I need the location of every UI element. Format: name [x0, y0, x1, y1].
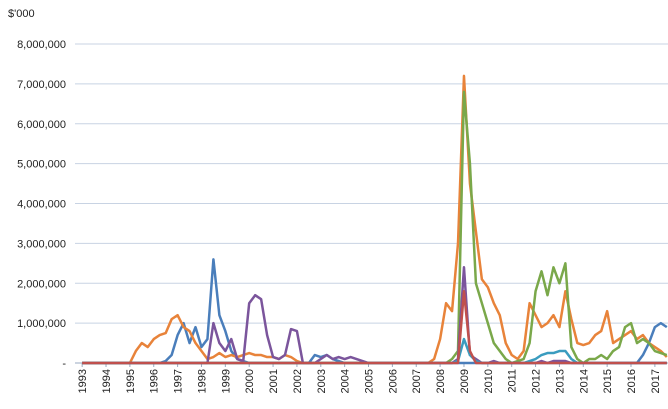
x-tick-label: 2015 — [602, 369, 614, 393]
y-tick-label: 1,000,000 — [17, 318, 66, 330]
x-tick-label: 1994 — [101, 369, 113, 393]
x-tick-label: 1993 — [77, 369, 89, 393]
x-tick-label: 2012 — [531, 369, 543, 393]
x-tick-label: 1999 — [220, 369, 232, 393]
x-tick-label: 2013 — [554, 369, 566, 393]
y-tick-label: 2,000,000 — [17, 278, 66, 290]
y-tick-label: 4,000,000 — [17, 199, 66, 211]
x-tick-label: 1998 — [196, 369, 208, 393]
y-tick-label: 6,000,000 — [17, 119, 66, 131]
x-tick-label: 1996 — [149, 369, 161, 393]
y-tick-label: 5,000,000 — [17, 159, 66, 171]
x-tick-label: 2008 — [435, 369, 447, 393]
y-tick-label: 7,000,000 — [17, 79, 66, 91]
x-tick-label: 2007 — [411, 369, 423, 393]
x-tick-label: 2000 — [244, 369, 256, 393]
x-tick-label: 2002 — [292, 369, 304, 393]
x-tick-label: 2009 — [459, 369, 471, 393]
series-line — [82, 289, 667, 365]
x-tick-label: 2005 — [364, 369, 376, 393]
x-tick-label: 2011 — [507, 369, 519, 393]
x-tick-label: 2016 — [626, 369, 638, 393]
x-tick-label: 2010 — [483, 369, 495, 393]
y-tick-label: 8,000,000 — [17, 39, 66, 51]
x-tick-label: 2001 — [268, 369, 280, 393]
y-unit: $'000 — [8, 8, 35, 20]
x-tick-label: 2006 — [387, 369, 399, 393]
x-tick-label: 2017 — [650, 369, 662, 393]
x-tick-label: 2004 — [340, 369, 352, 393]
y-tick-label: - — [62, 358, 66, 370]
x-tick-label: 1995 — [125, 369, 137, 393]
x-tick-label: 2014 — [578, 369, 590, 393]
x-tick-label: 1997 — [173, 369, 185, 393]
series-line — [82, 74, 668, 365]
y-tick-label: 3,000,000 — [17, 238, 66, 250]
series-line — [82, 266, 667, 365]
x-tick-label: 2003 — [316, 369, 328, 393]
series-line — [82, 258, 668, 365]
